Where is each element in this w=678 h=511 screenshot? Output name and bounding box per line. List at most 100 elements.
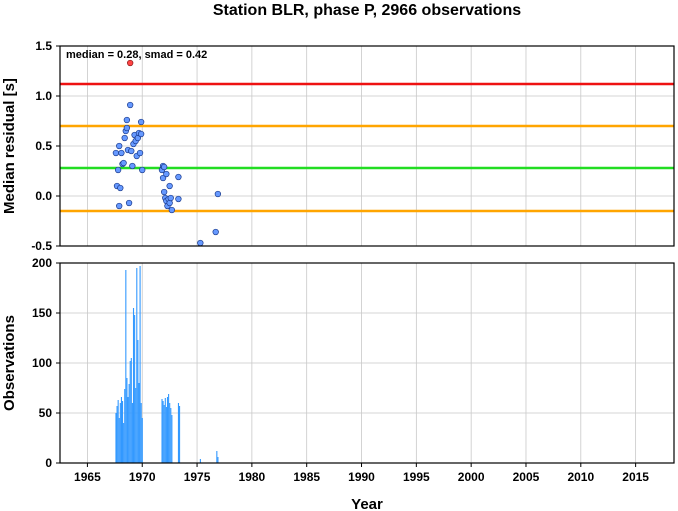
- x-tick-label: 1970: [129, 470, 156, 484]
- data-point: [212, 228, 219, 236]
- x-tick-label: 2000: [458, 470, 485, 484]
- data-point: [161, 163, 168, 171]
- bar: [171, 415, 173, 463]
- data-point: [121, 134, 128, 142]
- bar: [120, 397, 122, 463]
- bar: [135, 388, 137, 463]
- bar: [127, 397, 129, 463]
- data-point: [136, 149, 144, 157]
- data-point: [123, 116, 131, 124]
- data-point: [118, 149, 125, 157]
- y-tick-label: 0.5: [35, 139, 52, 153]
- bar: [137, 340, 139, 463]
- bar: [170, 408, 172, 463]
- bar: [117, 400, 119, 463]
- data-point: [161, 188, 168, 196]
- bar: [118, 418, 120, 463]
- x-ticks: 1965 1970 1975 1980 1985 1990 1995 2000 2005 2010…: [74, 463, 649, 484]
- data-point: [114, 166, 122, 174]
- bar: [216, 451, 218, 463]
- bar: [125, 270, 127, 463]
- data-point: [167, 194, 174, 202]
- y-tick-label: 0: [45, 456, 52, 470]
- data-point: [163, 170, 170, 178]
- bar: [131, 403, 133, 463]
- data-point: [137, 130, 145, 138]
- bar: [199, 459, 201, 463]
- bar: [139, 266, 141, 463]
- data-point: [197, 239, 204, 247]
- bar: [168, 394, 170, 463]
- x-tick-label: 1990: [348, 470, 375, 484]
- bar: [116, 406, 118, 463]
- top-y-axis-label: Median residual [s]: [1, 78, 18, 214]
- data-point: [120, 159, 127, 167]
- data-point: [139, 166, 146, 174]
- top-y-ticks: 1.5 1.0 0.5 0.0 -0.5: [31, 39, 60, 253]
- data-point: [166, 182, 173, 190]
- bar: [129, 361, 131, 463]
- reference-lines: [60, 82, 674, 213]
- bar: [138, 383, 140, 463]
- bar: [141, 418, 143, 463]
- points: [112, 59, 222, 247]
- x-tick-label: 1965: [74, 470, 101, 484]
- data-point: [175, 173, 182, 181]
- data-point: [166, 199, 173, 207]
- bar: [161, 399, 163, 463]
- bar: [123, 423, 125, 463]
- y-tick-label: 100: [32, 356, 52, 370]
- bottom-y-axis-label: Observations: [1, 315, 18, 411]
- bar: [121, 401, 124, 463]
- bar: [166, 397, 169, 463]
- data-point: [128, 147, 135, 155]
- data-point: [123, 124, 131, 132]
- bar: [124, 389, 126, 463]
- y-tick-label: 1.5: [35, 39, 52, 53]
- bar: [164, 398, 166, 463]
- bars: [115, 266, 219, 463]
- data-point: [168, 206, 175, 214]
- y-tick-label: 150: [32, 306, 52, 320]
- bar: [140, 403, 142, 463]
- data-point: [112, 149, 120, 157]
- bar: [169, 403, 171, 463]
- stats-annotation: median = 0.28, smad = 0.42: [66, 49, 207, 61]
- y-tick-label: -0.5: [31, 239, 52, 253]
- y-tick-label: 50: [39, 406, 53, 420]
- x-tick-label: 1985: [293, 470, 320, 484]
- data-point: [159, 174, 167, 182]
- bar: [119, 403, 121, 463]
- bottom-grid: [60, 262, 674, 464]
- x-tick-label: 1975: [184, 470, 211, 484]
- y-tick-label: 200: [32, 256, 52, 270]
- x-tick-label: 1980: [239, 470, 266, 484]
- bottom-y-ticks: 200 150 100 50 0: [32, 256, 60, 470]
- x-tick-label: 2010: [567, 470, 594, 484]
- bar: [115, 413, 117, 463]
- data-point: [175, 195, 182, 203]
- bar: [136, 268, 138, 463]
- bar: [128, 384, 130, 463]
- bar: [165, 407, 167, 463]
- bar: [179, 406, 181, 463]
- bar: [163, 405, 165, 463]
- chart-title: Station BLR, phase P, 2966 observations: [213, 2, 521, 19]
- data-point: [117, 184, 124, 192]
- x-tick-label: 1995: [403, 470, 430, 484]
- bar: [217, 457, 219, 463]
- bar: [134, 315, 136, 463]
- data-point: [129, 162, 136, 170]
- bar: [126, 378, 128, 463]
- x-axis-label: Year: [351, 496, 383, 511]
- data-point: [127, 101, 134, 109]
- y-tick-label: 1.0: [35, 89, 52, 103]
- top-grid: [60, 45, 674, 247]
- data-point: [116, 142, 123, 150]
- data-point: [214, 190, 222, 198]
- bar: [162, 401, 164, 463]
- y-tick-label: 0.0: [35, 189, 52, 203]
- data-point: [137, 118, 145, 126]
- x-tick-label: 2005: [513, 470, 540, 484]
